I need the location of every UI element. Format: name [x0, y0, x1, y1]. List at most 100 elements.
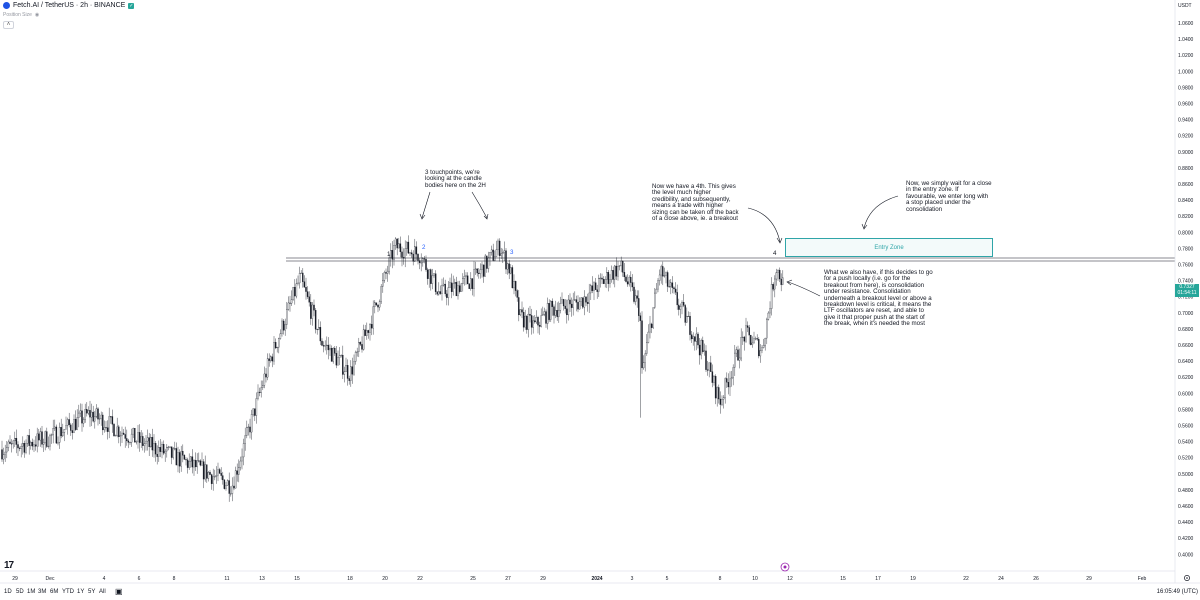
collapse-legend-button[interactable]: ˄ — [3, 21, 14, 29]
time-tick-label: 29 — [12, 576, 18, 582]
candle-up — [358, 342, 360, 352]
candle-down — [198, 460, 200, 462]
time-axis[interactable]: 29 Dec 4 6 8 11 13 15 18 20 22 25 27 29 2024 3 5 8 10 12 15 1… — [12, 576, 1146, 582]
event-marker[interactable] — [780, 562, 790, 572]
candle-down — [534, 320, 536, 323]
candle-up — [620, 260, 622, 266]
candle-up — [543, 311, 546, 315]
candle-up — [617, 266, 619, 277]
candle-down — [689, 315, 691, 335]
candle-down — [17, 444, 19, 449]
candle-down — [348, 378, 350, 381]
candle-down — [23, 443, 26, 453]
candle-down — [38, 433, 40, 441]
tradingview-logo-icon[interactable]: 17 — [4, 560, 14, 571]
indicator-legend[interactable]: Position Size ◉ — [3, 12, 39, 18]
candle-down — [183, 455, 186, 460]
candle-up — [761, 347, 763, 351]
candle-up — [745, 325, 747, 342]
timeframe-ytd[interactable]: YTD — [62, 589, 74, 595]
candle-up — [657, 280, 659, 290]
timeframe-3m[interactable]: 3M — [38, 589, 47, 595]
price-tick-label: 0.6400 — [1178, 359, 1194, 365]
time-tick-label: 15 — [840, 576, 846, 582]
time-tick-label: Dec — [46, 576, 55, 582]
candle-down — [577, 302, 579, 310]
candle-up — [593, 282, 595, 291]
candle-down — [118, 426, 120, 437]
date-range-icon[interactable]: ▣ — [115, 587, 123, 596]
candle-down — [70, 424, 72, 431]
candle-down — [623, 272, 626, 278]
candle-up — [503, 250, 506, 253]
candle-up — [356, 351, 358, 353]
candle-up — [441, 285, 443, 294]
candle-down — [156, 453, 158, 457]
utc-clock[interactable]: 16:05:49 (UTC) — [1156, 589, 1198, 595]
candle-down — [676, 292, 678, 306]
price-tick-label: 0.7400 — [1178, 279, 1194, 285]
timeframe-1d[interactable]: 1D — [4, 589, 12, 595]
candle-up — [281, 320, 283, 334]
timeframe-5y[interactable]: 5Y — [88, 589, 96, 595]
candle-up — [234, 470, 237, 489]
candle-down — [377, 304, 379, 308]
timeframe-1y[interactable]: 1Y — [77, 589, 85, 595]
candle-up — [679, 306, 682, 310]
candle-down — [186, 459, 189, 468]
candle-down — [254, 408, 256, 416]
candle-down — [671, 282, 674, 288]
candle-down — [737, 349, 739, 361]
note-touchpoints: 3 touchpoints, we're looking at the cand… — [425, 169, 486, 189]
candle-down — [631, 282, 634, 288]
candle-up — [764, 337, 766, 346]
candle-up — [4, 451, 6, 455]
gear-icon[interactable] — [1184, 575, 1190, 581]
candle-up — [121, 432, 123, 436]
candle-up — [100, 414, 102, 419]
price-axis[interactable]: 1.0600 1.0400 1.0200 1.0000 0.9800 0.9600 0.94… — [1178, 21, 1194, 558]
candle-up — [324, 345, 326, 347]
candle-up — [52, 428, 54, 436]
time-tick-label: 29 — [1086, 576, 1092, 582]
candle-up — [90, 411, 93, 418]
candle-down — [602, 279, 605, 284]
candle-up — [284, 324, 286, 331]
candle-up — [663, 275, 666, 277]
candle-down — [698, 344, 701, 356]
timeframe-all[interactable]: All — [99, 589, 106, 595]
candle-up — [266, 358, 269, 378]
candle-down — [249, 426, 251, 433]
candle-up — [369, 324, 371, 333]
candle-down — [530, 315, 533, 328]
candle-up — [132, 428, 134, 435]
candle-up — [695, 333, 698, 342]
entry-zone-box[interactable]: Entry Zone — [785, 238, 993, 257]
candle-up — [775, 272, 778, 280]
candle-down — [367, 330, 370, 333]
candle-up — [137, 432, 139, 442]
candle-up — [479, 269, 482, 274]
currency-label[interactable]: USDT — [1178, 3, 1192, 9]
timeframe-6m[interactable]: 6M — [50, 589, 59, 595]
candle-down — [706, 369, 709, 371]
candle-up — [428, 269, 430, 279]
timeframe-1m[interactable]: 1M — [27, 589, 36, 595]
candle-down — [303, 281, 306, 288]
candle-up — [255, 398, 258, 416]
candle-down — [294, 287, 296, 297]
candle-down — [74, 419, 77, 430]
candle-up — [65, 425, 67, 430]
candle-down — [321, 340, 323, 346]
candle-down — [1, 449, 3, 460]
candle-up — [729, 378, 731, 388]
symbol-header[interactable]: Fetch.AI / TetherUS · 2h · BINANCE ✓ — [3, 2, 135, 9]
candle-up — [329, 348, 331, 351]
candle-up — [735, 349, 738, 354]
eye-icon[interactable]: ◉ — [34, 12, 40, 18]
candle-up — [588, 292, 590, 304]
timeframe-5d[interactable]: 5D — [16, 589, 24, 595]
price-tick-label: 1.0400 — [1178, 37, 1194, 43]
candle-down — [674, 288, 677, 293]
